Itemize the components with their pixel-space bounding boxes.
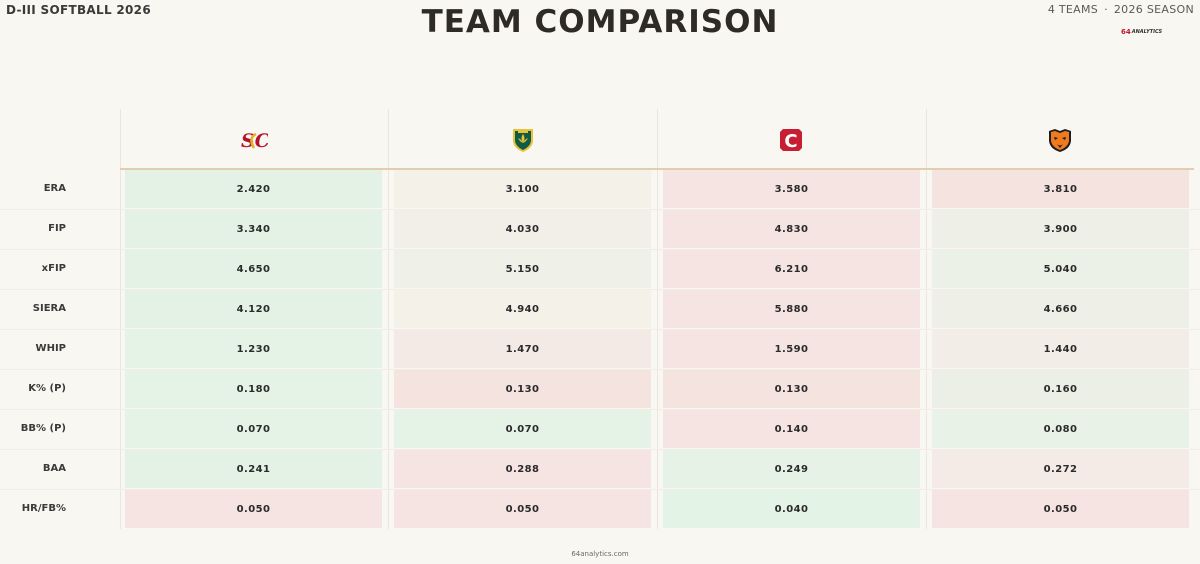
metric-cell: 0.130	[394, 370, 651, 408]
brand-word: ANALYTICS	[1131, 29, 1163, 35]
metric-cell: 0.241	[125, 450, 382, 488]
column-divider	[657, 109, 658, 529]
metric-cell: 0.040	[663, 490, 920, 528]
row-separator	[0, 369, 1200, 370]
row-separator	[0, 409, 1200, 410]
block-c-logo[interactable]: C	[777, 126, 805, 154]
metric-cell: 1.590	[663, 330, 920, 368]
shield-fleur-logo[interactable]	[509, 126, 537, 154]
sc-letter-s: SC	[241, 130, 268, 152]
metric-cell: 4.830	[663, 210, 920, 248]
block-c-letter: C	[784, 131, 797, 152]
summary-separator: ·	[1104, 3, 1108, 16]
metric-cell: 0.249	[663, 450, 920, 488]
metric-cell: 0.050	[125, 490, 382, 528]
brand-logo: 64 ANALYTICS	[1121, 28, 1162, 36]
metric-cell: 4.030	[394, 210, 651, 248]
metric-label: WHIP	[35, 343, 66, 354]
metric-label: K% (P)	[28, 383, 66, 394]
metric-label: HR/FB%	[21, 503, 66, 514]
sc-monogram-logo[interactable]: SC	[240, 126, 268, 154]
row-separator	[0, 329, 1200, 330]
metric-cell: 3.810	[932, 170, 1189, 208]
season-label: 2026 SEASON	[1113, 3, 1194, 16]
metric-cell: 4.940	[394, 290, 651, 328]
metric-cell: 3.580	[663, 170, 920, 208]
metric-label: SIERA	[32, 303, 66, 314]
metric-cell: 0.130	[663, 370, 920, 408]
metric-cell: 1.470	[394, 330, 651, 368]
metric-cell: 0.140	[663, 410, 920, 448]
metric-cell: 4.120	[125, 290, 382, 328]
league-label: D-III SOFTBALL 2026	[6, 3, 151, 17]
metric-cell: 0.080	[932, 410, 1189, 448]
row-separator	[0, 489, 1200, 490]
metric-cell: 4.660	[932, 290, 1189, 328]
team-count: 4 TEAMS	[1047, 3, 1099, 16]
metric-cell: 3.340	[125, 210, 382, 248]
metric-label: ERA	[43, 183, 66, 194]
metric-cell: 3.900	[932, 210, 1189, 248]
metric-cell: 5.150	[394, 250, 651, 288]
page-title: TEAM COMPARISON	[421, 4, 779, 40]
metric-label: BB% (P)	[20, 423, 66, 434]
metric-cell: 2.420	[125, 170, 382, 208]
column-divider	[120, 109, 121, 529]
metric-cell: 0.272	[932, 450, 1189, 488]
footer-site: 64analytics.com	[571, 550, 629, 558]
row-separator	[0, 249, 1200, 250]
row-separator	[0, 209, 1200, 210]
metric-cell: 1.230	[125, 330, 382, 368]
column-divider	[926, 109, 927, 529]
metric-cell: 0.050	[932, 490, 1189, 528]
metric-cell: 5.040	[932, 250, 1189, 288]
season-summary: 4 TEAMS · 2026 SEASON	[1048, 3, 1194, 16]
metric-label: BAA	[42, 463, 66, 474]
metric-cell: 5.880	[663, 290, 920, 328]
header-divider	[120, 168, 1194, 170]
metric-cell: 0.050	[394, 490, 651, 528]
column-divider	[388, 109, 389, 529]
metric-cell: 0.160	[932, 370, 1189, 408]
metric-cell: 0.288	[394, 450, 651, 488]
row-separator	[0, 449, 1200, 450]
metric-cell: 0.180	[125, 370, 382, 408]
brand-number: 64	[1121, 28, 1131, 36]
metric-cell: 3.100	[394, 170, 651, 208]
metric-cell: 4.650	[125, 250, 382, 288]
metric-cell: 6.210	[663, 250, 920, 288]
metric-cell: 0.070	[394, 410, 651, 448]
metric-cell: 0.070	[125, 410, 382, 448]
metric-label: FIP	[48, 223, 66, 234]
metric-cell: 1.440	[932, 330, 1189, 368]
panther-head-logo[interactable]	[1046, 126, 1074, 154]
row-separator	[0, 289, 1200, 290]
metric-label: xFIP	[41, 263, 66, 274]
